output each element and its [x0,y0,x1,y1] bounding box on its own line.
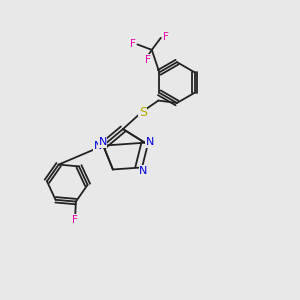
Text: N: N [94,141,102,151]
Text: F: F [130,39,136,49]
Text: F: F [163,32,169,42]
Text: S: S [139,106,147,119]
Text: F: F [145,55,151,65]
Text: N: N [98,137,107,147]
Text: N: N [146,137,154,147]
Text: F: F [72,214,78,225]
Text: N: N [139,166,148,176]
